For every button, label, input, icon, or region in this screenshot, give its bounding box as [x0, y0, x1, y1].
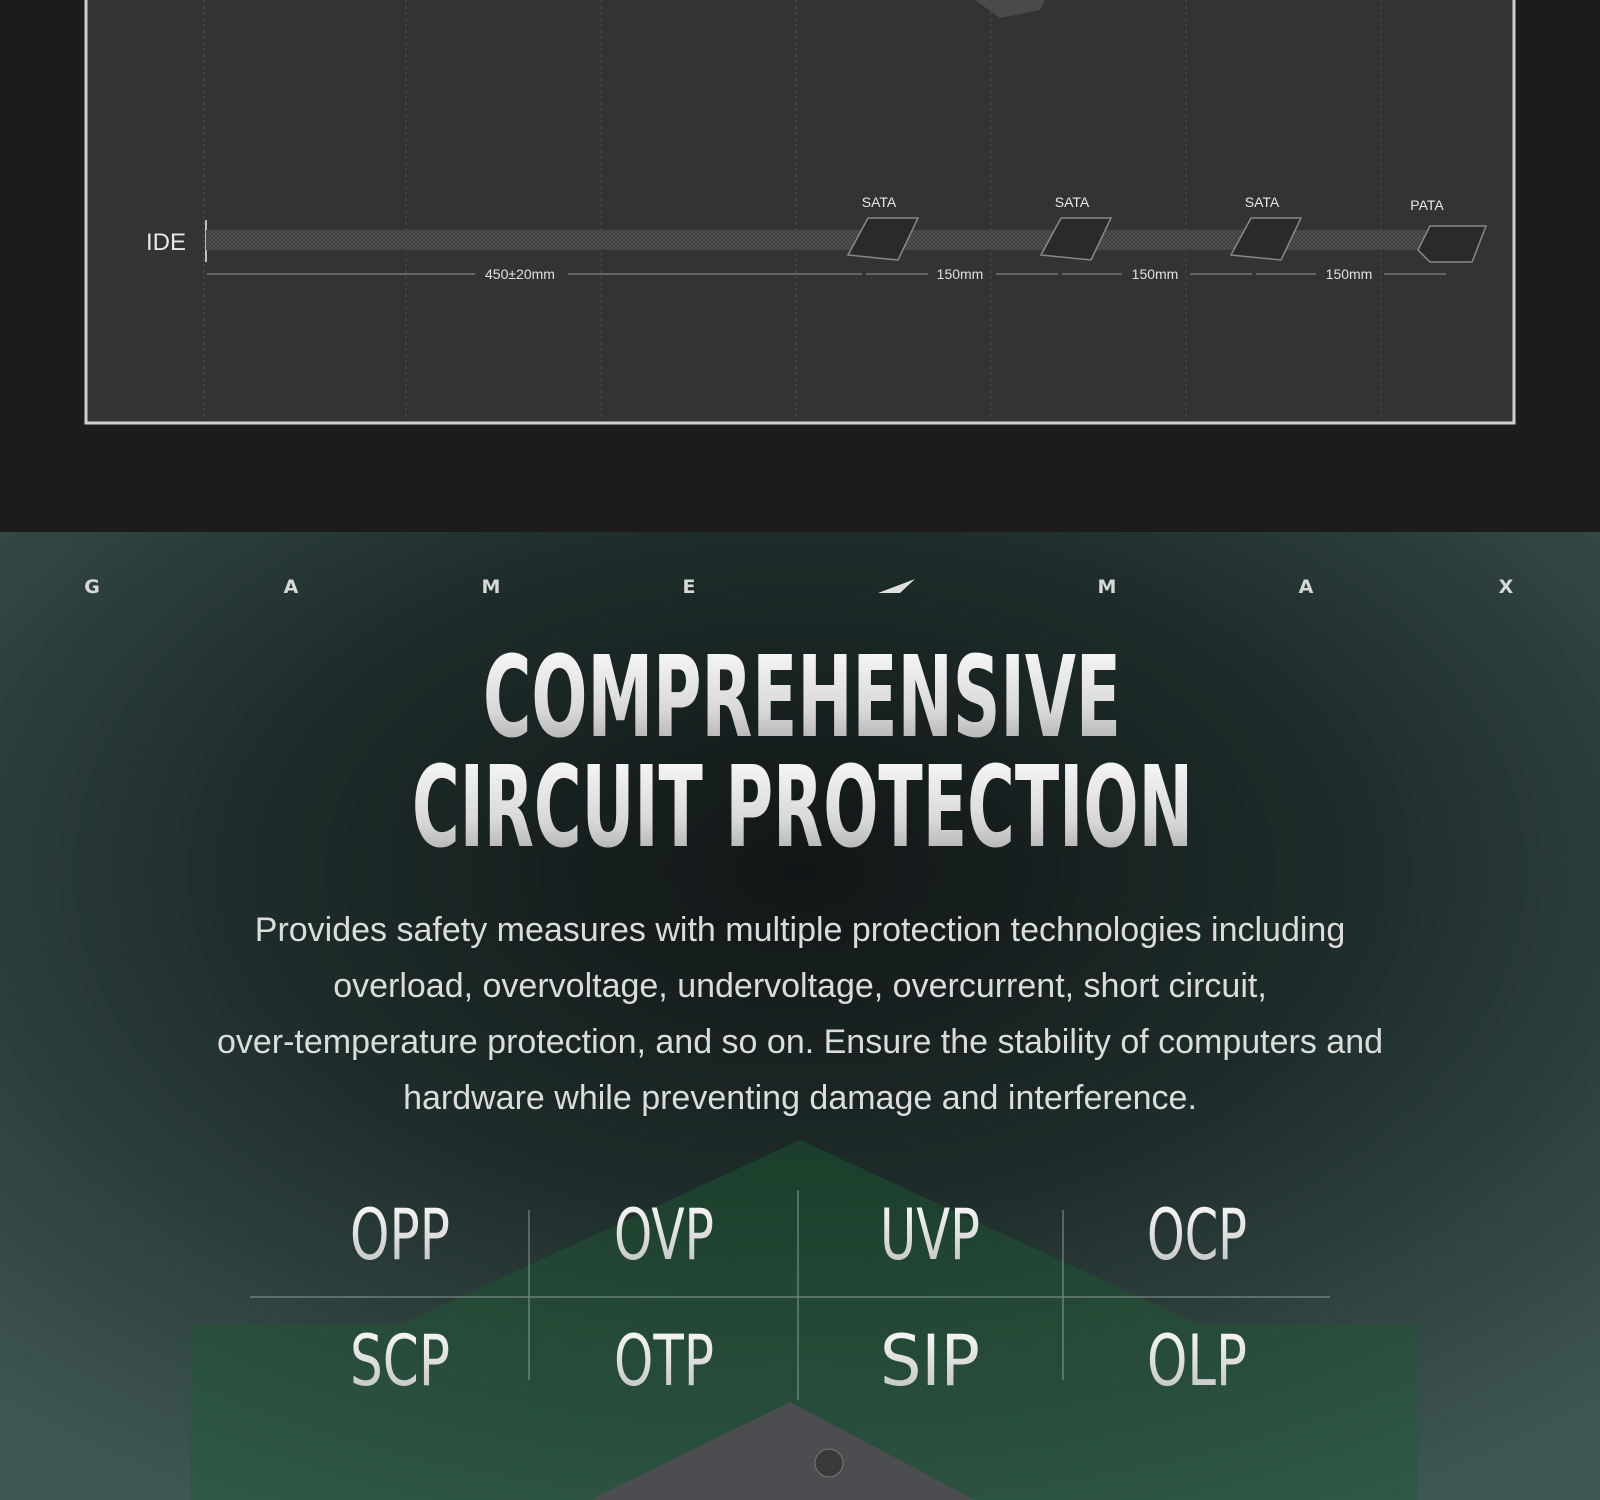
diagram-frame [84, 0, 1516, 425]
connector-label: SATA [1245, 194, 1280, 210]
connector-label: SATA [1055, 194, 1090, 210]
dimension-label: 150mm [1132, 266, 1179, 282]
protection-code: OCP [1147, 1194, 1247, 1276]
grid-lines [203, 0, 1382, 420]
psu-screw [814, 1448, 844, 1478]
protection-code: UVP [880, 1194, 980, 1276]
connector-label: PATA [1410, 197, 1444, 213]
description-line: overload, overvoltage, undervoltage, ove… [333, 967, 1267, 1005]
brand-letter: X [1499, 576, 1514, 598]
psu-shape [590, 1402, 975, 1500]
dimension-label: 450±20mm [485, 266, 555, 282]
brand-letter: G [84, 576, 100, 598]
dimension-label: 150mm [937, 266, 984, 282]
connector-top [975, 0, 1045, 18]
protection-code: OPP [350, 1194, 450, 1276]
brand-letter: A [1299, 576, 1314, 598]
description-line: over-temperature protection, and so on. … [217, 1023, 1383, 1061]
brand-letter: A [284, 576, 299, 598]
protection-code: OVP [614, 1194, 714, 1276]
brand-letter: E [683, 576, 696, 598]
dimension-label: 150mm [1326, 266, 1373, 282]
protection-code: OTP [614, 1320, 714, 1402]
brand-letter: M [1098, 576, 1117, 598]
connectors [846, 217, 1488, 263]
green-glow [190, 1140, 1418, 1500]
protection-code: SIP [880, 1320, 980, 1402]
brand-logo [878, 579, 915, 593]
description-line: hardware while preventing damage and int… [403, 1079, 1197, 1117]
connector-label: SATA [862, 194, 897, 210]
protection-grid: OPP OVP UVP OCP SCP OTP SIP OLP [350, 1194, 1247, 1402]
headline-line: COMPREHENSIVE [483, 633, 1121, 763]
grid-separators [250, 1190, 1330, 1400]
bottom-background [0, 532, 1600, 1500]
protection-code: OLP [1147, 1320, 1247, 1402]
headline-line: CIRCUIT PROTECTION [412, 743, 1193, 873]
cable-start-label: IDE [146, 229, 186, 256]
brand-letter: M [482, 576, 501, 598]
description-line: Provides safety measures with multiple p… [255, 911, 1345, 949]
cable [206, 230, 1436, 250]
protection-code: SCP [350, 1320, 450, 1402]
